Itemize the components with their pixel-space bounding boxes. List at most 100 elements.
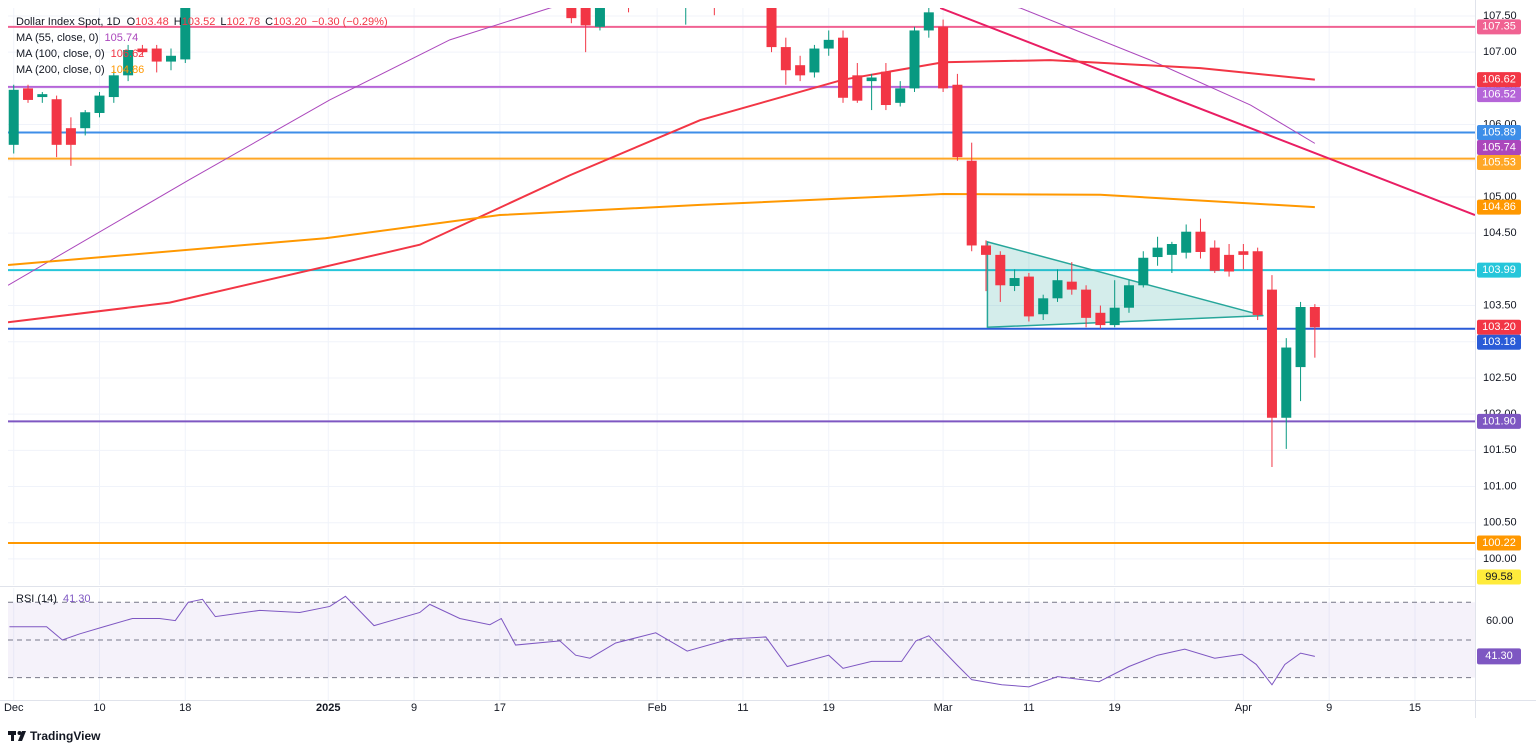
candle-body bbox=[838, 37, 849, 98]
ohlc-value: 103.20 bbox=[273, 16, 307, 28]
triangle-pattern bbox=[986, 240, 1264, 329]
candle-body bbox=[1238, 251, 1249, 255]
y-tick-label: 100.50 bbox=[1483, 517, 1517, 529]
x-tick-label: Feb bbox=[648, 702, 667, 714]
rsi-pane bbox=[8, 595, 1475, 688]
watermark: TradingView bbox=[30, 729, 101, 743]
price-label: 107.35 bbox=[1482, 21, 1516, 33]
x-tick-label: Mar bbox=[934, 702, 953, 714]
logo-mark bbox=[17, 731, 22, 735]
price-label-bg bbox=[1477, 569, 1521, 585]
candle-body bbox=[1166, 244, 1177, 255]
price-label: 99.58 bbox=[1485, 571, 1513, 583]
rsi-value-label-bg bbox=[1477, 648, 1521, 665]
legend-ma-name: MA (100, close, 0) bbox=[16, 48, 105, 60]
rsi-title: RSI (14) bbox=[16, 593, 57, 605]
price-label: 101.90 bbox=[1482, 415, 1516, 427]
price-label-bg bbox=[1477, 535, 1521, 551]
ohlc-key: C bbox=[265, 16, 273, 28]
legend-ma-value: 106.62 bbox=[111, 48, 145, 60]
candle-body bbox=[1023, 276, 1034, 317]
candle-body bbox=[809, 48, 820, 73]
candle-body bbox=[795, 65, 806, 76]
candle-body bbox=[1309, 306, 1320, 328]
x-tick-label: 2025 bbox=[316, 702, 340, 714]
rsi-tick-label: 60.00 bbox=[1486, 615, 1514, 627]
candle-body bbox=[151, 48, 162, 62]
candle-body bbox=[180, 8, 191, 60]
legend-ma-value: 104.86 bbox=[111, 64, 145, 76]
candle-body bbox=[1009, 278, 1020, 287]
price-labels: 41.30 107.35 106.62 106.52 105.89 105.74 105.5… bbox=[1477, 19, 1521, 665]
trendline bbox=[939, 8, 1475, 216]
x-tick-label: 9 bbox=[411, 702, 417, 714]
x-tick-label: 17 bbox=[494, 702, 506, 714]
y-tick-label: 104.50 bbox=[1483, 227, 1517, 239]
y-tick-label: 101.50 bbox=[1483, 444, 1517, 456]
y-tick-label: 103.50 bbox=[1483, 299, 1517, 311]
ohlc-value: 102.78 bbox=[227, 16, 261, 28]
price-label: 103.99 bbox=[1482, 264, 1516, 276]
candle-body bbox=[1252, 251, 1263, 315]
price-label-bg bbox=[1477, 319, 1521, 335]
price-label: 105.53 bbox=[1482, 156, 1516, 168]
candle-body bbox=[1066, 281, 1077, 290]
price-label: 103.20 bbox=[1482, 321, 1516, 333]
y-tick-label: 102.50 bbox=[1483, 372, 1517, 384]
rsi-value: 41.30 bbox=[63, 593, 91, 605]
candle-body bbox=[1195, 231, 1206, 252]
candle-body bbox=[938, 26, 949, 89]
price-label: 105.89 bbox=[1482, 126, 1516, 138]
price-label: 105.74 bbox=[1482, 141, 1516, 153]
candle-body bbox=[1281, 347, 1292, 418]
price-pane bbox=[8, 8, 1475, 545]
grid bbox=[8, 8, 1475, 700]
price-label: 104.86 bbox=[1482, 201, 1516, 213]
price-label: 106.62 bbox=[1482, 74, 1516, 86]
moving-average bbox=[8, 59, 1315, 324]
logo-mark bbox=[18, 731, 26, 741]
candle-body bbox=[8, 89, 19, 145]
candle-body bbox=[1138, 257, 1149, 286]
ohlc-change: −0.30 (−0.29%) bbox=[312, 16, 388, 28]
candle-body bbox=[108, 75, 119, 98]
ohlc-key: L bbox=[220, 16, 226, 28]
candle-body bbox=[909, 30, 920, 89]
legend-ma-name: MA (55, close, 0) bbox=[16, 32, 99, 44]
moving-average bbox=[8, 8, 1316, 286]
candle-body bbox=[580, 8, 591, 26]
x-tick-label: 19 bbox=[823, 702, 835, 714]
ohlc-key: H bbox=[174, 16, 182, 28]
candle-body bbox=[1052, 280, 1063, 299]
legend: Dollar Index Spot, 1D O 103.48 H 103.52 L 102.… bbox=[16, 16, 388, 605]
candle-body bbox=[923, 12, 934, 31]
price-label-bg bbox=[1477, 262, 1521, 278]
x-tick-label: 9 bbox=[1326, 702, 1332, 714]
candle-body bbox=[566, 8, 577, 19]
x-tick-label: 18 bbox=[179, 702, 191, 714]
price-label-bg bbox=[1477, 125, 1521, 141]
y-tick-label: 100.00 bbox=[1483, 553, 1517, 565]
candle-body bbox=[1266, 289, 1277, 418]
ohlc-value: 103.48 bbox=[135, 16, 169, 28]
moving-average bbox=[8, 193, 1315, 267]
candle-body bbox=[780, 47, 791, 71]
candle-body bbox=[23, 88, 34, 100]
candle-body bbox=[1095, 312, 1106, 326]
candle-body bbox=[966, 160, 977, 246]
price-label-bg bbox=[1477, 72, 1521, 88]
price-label: 106.52 bbox=[1482, 89, 1516, 101]
x-tick-label: Apr bbox=[1235, 702, 1252, 714]
y-tick-label: 101.00 bbox=[1483, 480, 1517, 492]
y-tick-label: 107.50 bbox=[1483, 10, 1517, 22]
candle-body bbox=[981, 245, 991, 255]
price-label-bg bbox=[1477, 413, 1521, 429]
candle-body bbox=[766, 8, 777, 48]
candle-body bbox=[51, 99, 62, 145]
candle-body bbox=[895, 88, 906, 103]
x-tick-label: 15 bbox=[1409, 702, 1421, 714]
logo-mark bbox=[11, 731, 14, 741]
candle-body bbox=[1109, 307, 1120, 326]
y-tick-label: 107.00 bbox=[1483, 46, 1517, 58]
